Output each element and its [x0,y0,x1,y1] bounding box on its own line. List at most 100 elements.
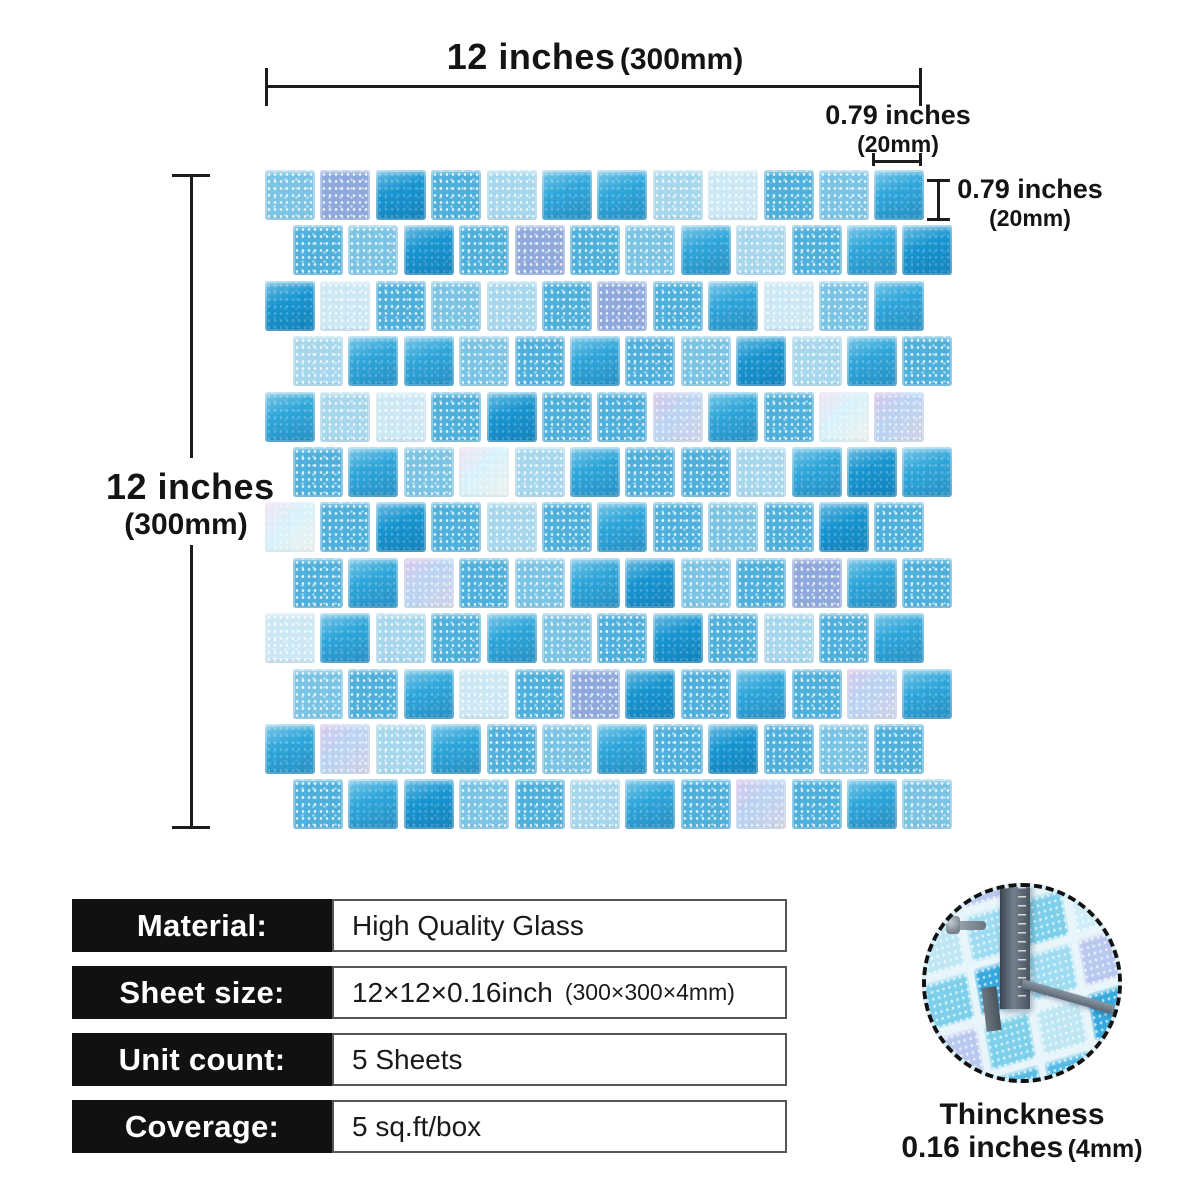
mosaic-tile [874,391,925,442]
mosaic-tile [569,336,620,387]
spec-label-unit-count: Unit count: [72,1033,332,1086]
mosaic-tile [320,723,371,774]
mosaic-tile [348,446,399,497]
spec-value-text: 12×12×0.16inch [352,976,553,1008]
mosaic-tile [514,336,565,387]
mosaic-tile [514,779,565,830]
mosaic-row [293,446,953,497]
mosaic-tile [293,779,343,830]
mosaic-tile [265,502,315,553]
spec-row-material: Material: High Quality Glass [72,899,787,952]
mosaic-tile [375,723,426,774]
thickness-title: Thinckness [939,1098,1105,1131]
mosaic-tile [736,668,787,719]
mosaic-tile [708,723,759,774]
mosaic-tile [791,446,842,497]
spec-label-material: Material: [72,899,332,952]
mosaic-tile [597,391,648,442]
mosaic-tile [818,613,869,664]
spec-row-sheet-size: Sheet size: 12×12×0.16inch (300×300×4mm) [72,966,787,1019]
mosaic-tile [902,446,953,497]
mosaic-tile [375,502,426,553]
mosaic-row [265,280,952,331]
mosaic-tile [486,391,537,442]
mosaic-tile [320,502,371,553]
mosaic-tile [818,723,869,774]
mosaic-tile [625,225,676,276]
mosaic-tile [902,779,953,830]
tile-width-tick-left [872,153,875,166]
mosaic-tile [431,613,482,664]
mosaic-tile [652,613,703,664]
mosaic-tile [514,557,565,608]
mosaic-tile [459,779,510,830]
mosaic-tile [625,557,676,608]
spec-value-text: 5 Sheets [352,1043,463,1075]
mosaic-tile [486,170,537,220]
mosaic-row [265,391,952,442]
mosaic-tile [293,557,343,608]
mosaic-tile [625,668,676,719]
mosaic-tile [431,170,482,220]
mosaic-tile [514,225,565,276]
mosaic-tile [874,502,925,553]
thickness-photo-tile [931,1025,985,1079]
sheet-height-tick-bottom [172,826,210,829]
mosaic-tile [818,170,869,220]
mosaic-tile [736,446,787,497]
thickness-photo-tile [941,1079,994,1083]
mosaic-tile [293,446,343,497]
mosaic-tile [541,723,592,774]
tile-width-label: 0.79 inches (20mm) [798,100,998,158]
mosaic-tile [708,502,759,553]
mosaic-tile [459,336,510,387]
tile-width-metric: (20mm) [857,131,939,157]
mosaic-row [265,502,952,553]
mosaic-tile [541,280,592,331]
mosaic-tile [874,613,925,664]
thickness-value: 0.16 inches [901,1131,1064,1164]
mosaic-tile [459,668,510,719]
mosaic-tile [265,391,315,442]
mosaic-tile [293,336,343,387]
mosaic-tile [569,446,620,497]
mosaic-tile [874,723,925,774]
spec-value-unit-count: 5 Sheets [332,1033,787,1086]
mosaic-row [265,170,952,220]
mosaic-tile [902,336,953,387]
mosaic-tile [652,280,703,331]
mosaic-tile [680,446,731,497]
tile-width-value: 0.79 inches [825,100,971,130]
mosaic-tile [403,668,454,719]
mosaic-tile [708,391,759,442]
mosaic-tile [680,779,731,830]
mosaic-row [293,668,953,719]
thickness-photo-tile [1044,1049,1098,1079]
mosaic-tile [902,225,953,276]
mosaic-tile [736,779,787,830]
mosaic-tile [625,779,676,830]
spec-value-sheet-size: 12×12×0.16inch (300×300×4mm) [332,966,787,1019]
tile-width-tick-right [919,153,922,166]
mosaic-tile [403,336,454,387]
mosaic-tile [763,391,814,442]
mosaic-row [293,336,953,387]
mosaic-tile [652,170,703,220]
mosaic-tile [403,557,454,608]
thickness-photo-tile [1120,883,1122,918]
mosaic-tile [541,502,592,553]
mosaic-tile [265,170,315,220]
mosaic-tile [846,668,897,719]
mosaic-tile [680,557,731,608]
mosaic-tile [459,446,510,497]
sheet-height-value: 12 inches [106,466,275,507]
thickness-photo-tile [926,1040,933,1079]
mosaic-tile [680,336,731,387]
mosaic-tile [486,502,537,553]
sheet-height-line-upper [190,174,193,458]
mosaic-tile [708,280,759,331]
mosaic-tile [846,225,897,276]
thickness-metric: (4mm) [1067,1135,1143,1163]
tile-height-tick-top [927,179,950,182]
mosaic-tile [818,391,869,442]
